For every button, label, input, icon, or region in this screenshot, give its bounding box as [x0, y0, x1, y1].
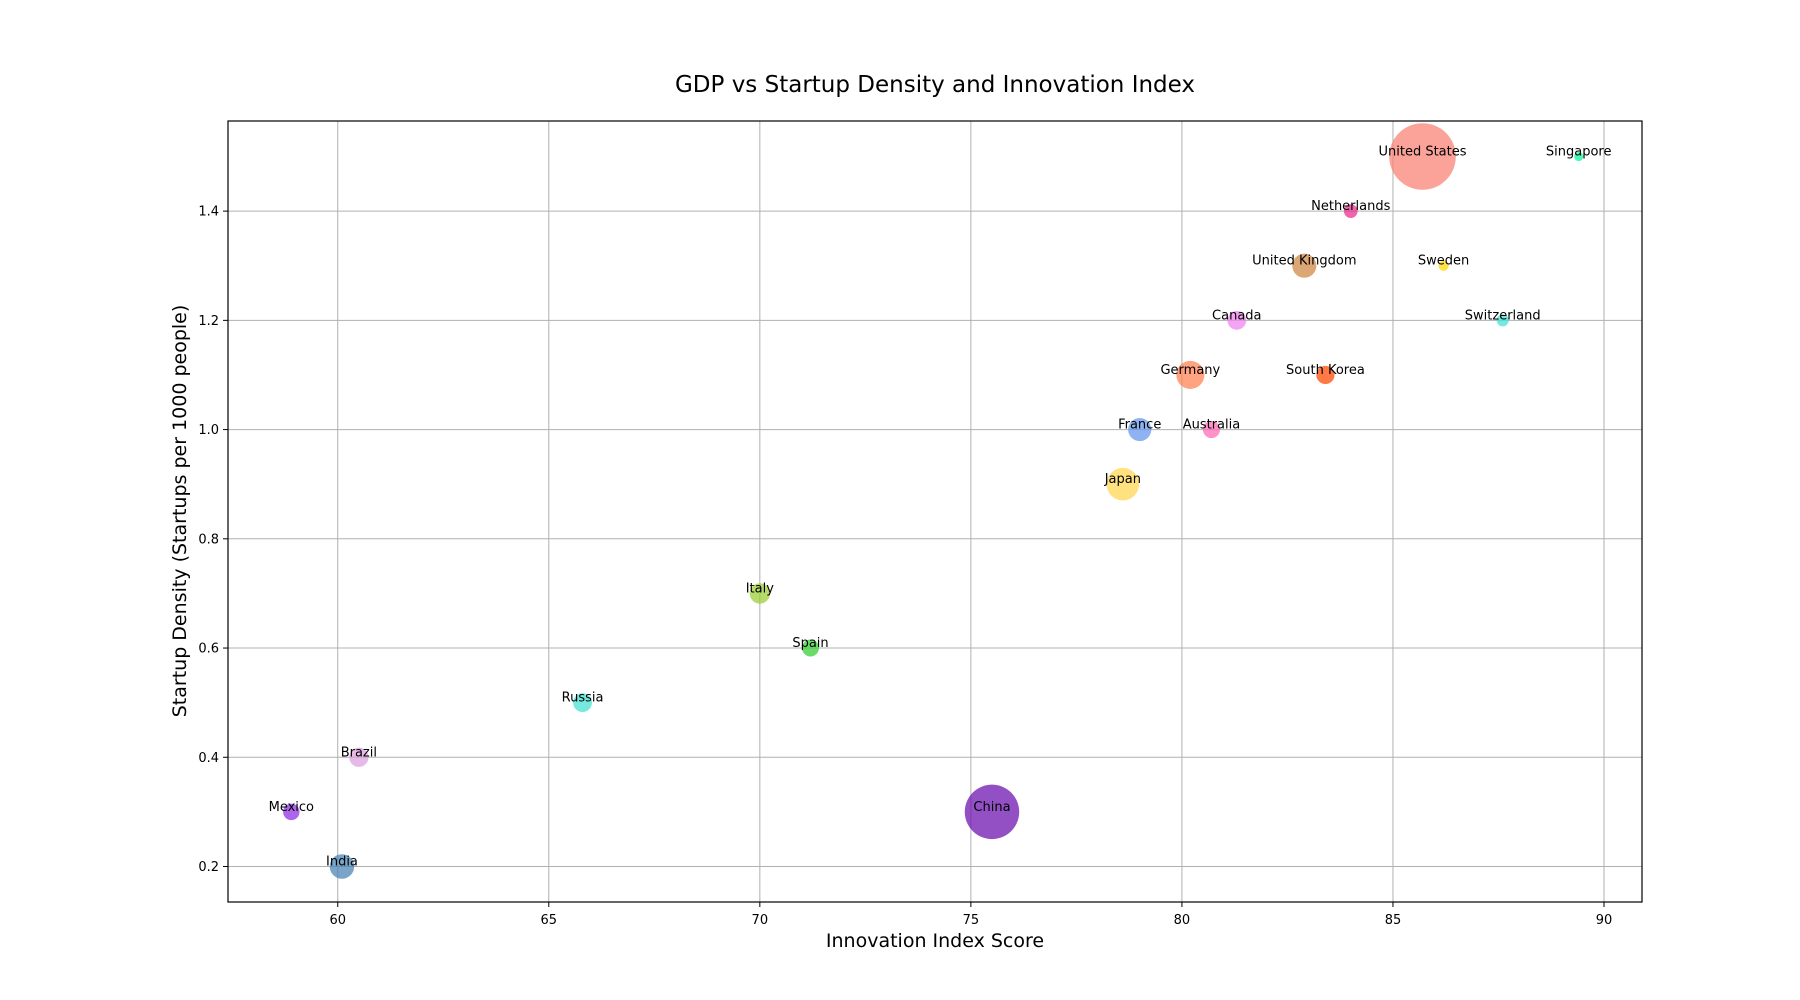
- point-label: Italy: [746, 581, 775, 596]
- x-tick-label: 70: [752, 913, 769, 928]
- bubble-point: [1227, 310, 1247, 330]
- point-label: Singapore: [1546, 145, 1612, 160]
- labels-layer: United States Singapore Netherlands United …: [269, 145, 1612, 870]
- point-label: Brazil: [341, 745, 377, 760]
- x-tick-label: 85: [1385, 913, 1402, 928]
- bubble-point: [1106, 467, 1140, 501]
- bubble-point: [749, 583, 771, 604]
- point-label: Australia: [1183, 418, 1241, 433]
- point-label: Russia: [562, 691, 604, 706]
- y-tick-label: 0.4: [198, 751, 219, 766]
- y-tick-label: 1.4: [198, 205, 219, 220]
- point-label: China: [973, 800, 1010, 815]
- bubble-point: [1292, 253, 1317, 278]
- y-tick-label: 1.2: [198, 314, 219, 329]
- bubble-point: [1343, 204, 1358, 218]
- bubble-point: [329, 854, 355, 879]
- bubble-point: [283, 803, 300, 821]
- x-tick-label: 80: [1174, 913, 1191, 928]
- point-label: Japan: [1104, 472, 1141, 487]
- point-label: United States: [1378, 145, 1466, 160]
- bubble-point: [1176, 360, 1205, 389]
- point-label: Canada: [1212, 308, 1261, 323]
- x-tick-label: 75: [963, 913, 980, 928]
- x-tick-label: 65: [541, 913, 558, 928]
- point-label: South Korea: [1286, 363, 1365, 378]
- point-label: Spain: [792, 636, 828, 651]
- points-layer: [283, 123, 1584, 879]
- chart-title: GDP vs Startup Density and Innovation In…: [675, 72, 1195, 98]
- bubble-point: [1438, 260, 1449, 271]
- y-axis-title: Startup Density (Startups per 1000 peopl…: [169, 305, 191, 718]
- point-label: India: [326, 855, 358, 870]
- point-label: Switzerland: [1465, 308, 1541, 323]
- point-label: Netherlands: [1311, 199, 1390, 214]
- point-label: Sweden: [1418, 254, 1469, 269]
- bubble-point: [1202, 421, 1220, 439]
- bubble-point: [964, 784, 1020, 840]
- y-tick-label: 0.2: [198, 860, 219, 875]
- point-label: United Kingdom: [1252, 254, 1356, 269]
- bubble-point: [1316, 365, 1335, 385]
- point-label: Germany: [1160, 363, 1220, 378]
- bubble-point: [1128, 417, 1152, 442]
- y-tick-label: 0.8: [198, 532, 219, 547]
- point-label: Mexico: [269, 800, 314, 815]
- x-axis-title: Innovation Index Score: [826, 930, 1044, 952]
- bubble-point: [1389, 123, 1456, 190]
- bubble-point: [801, 639, 820, 657]
- grid-layer: [228, 121, 1642, 902]
- x-tick-label: 60: [329, 913, 346, 928]
- x-tick-label: 90: [1596, 913, 1613, 928]
- point-label: France: [1118, 418, 1161, 433]
- y-tick-label: 0.6: [198, 642, 219, 657]
- plot-area-frame: [227, 120, 1643, 903]
- y-tick-label: 1.0: [198, 423, 219, 438]
- bubble-point: [1496, 314, 1509, 327]
- ticks-layer: 60 65 70 75 80 85 90 0.2 0.4 0.6 0.8 1.0 1.2 1.4: [198, 205, 1612, 928]
- bubble-point: [1574, 151, 1584, 162]
- bubble-point: [349, 747, 369, 767]
- bubble-point: [573, 693, 592, 713]
